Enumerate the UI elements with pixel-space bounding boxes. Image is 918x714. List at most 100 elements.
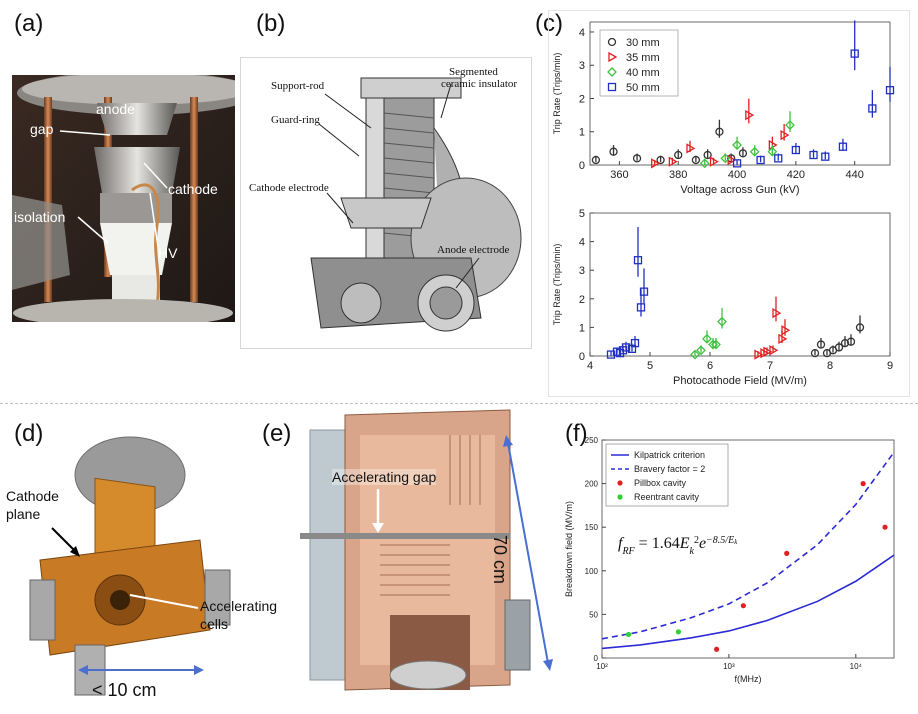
chart-c2-point	[639, 287, 649, 296]
chart-c2-point	[810, 348, 820, 358]
chart-c2-ylabel: Trip Rate (Trips/min)	[552, 244, 562, 326]
chart-c2-xtick-label: 7	[767, 360, 773, 372]
panel-b-drawing: Support-rod Segmented ceramic insulator …	[240, 57, 532, 349]
chart-c1-point	[699, 158, 710, 169]
chart-f-xlabel: f(MHz)	[735, 674, 762, 684]
chart-c2-ytick-label: 4	[579, 237, 585, 249]
panel-a-photo: anode gap cathode isolation HV	[12, 71, 257, 327]
chart-c1-ylabel: Trip Rate (Trips/min)	[552, 53, 562, 135]
label-scale-10cm: < 10 cm	[92, 680, 157, 700]
label-accelerating-gap: Accelerating gap	[332, 469, 437, 485]
chart-f-xtick-label: 10⁴	[850, 662, 863, 671]
chart-c2-point	[772, 307, 782, 319]
chart-c1-ytick-label: 0	[579, 160, 585, 172]
pillbox-point	[714, 646, 720, 652]
reentrant-point	[625, 631, 632, 638]
chart-c2-point	[636, 303, 646, 312]
chart-trip-vs-voltage: 360 380 400 420 440 0 1 2 3 4 Voltage across Gun (…	[552, 20, 895, 196]
chart-c2-point	[754, 349, 764, 360]
label-accelerating-cells-2: cells	[200, 616, 229, 632]
chart-c1-point	[732, 159, 742, 168]
chart-c1-point	[732, 140, 742, 150]
chart-c2-point	[690, 349, 700, 360]
chart-c2-point	[630, 338, 640, 348]
chart-c1-legend-marker	[607, 67, 617, 77]
chart-f-legend-label: Bravery factor = 2	[634, 464, 705, 474]
chart-c1-xtick-label: 440	[846, 169, 864, 181]
rf-gun-cutaway-illustration	[300, 409, 531, 691]
bravery-line	[601, 451, 895, 640]
chart-c2-point	[702, 333, 712, 344]
label-gap: gap	[30, 121, 54, 137]
chart-c2-point	[816, 340, 826, 349]
label-anode-electrode: Anode electrode	[437, 244, 510, 256]
chart-c2-point	[846, 337, 856, 346]
panel-d-render: Cathode plane Accelerating cells < 10 cm	[0, 430, 277, 709]
chart-c1-point	[715, 127, 724, 136]
panel-letter-d: (d)	[14, 420, 44, 447]
label-cathode-electrode: Cathode electrode	[249, 182, 329, 194]
chart-f-xtick-label: 10²	[596, 662, 608, 671]
chart-c2-ytick-label: 5	[579, 208, 585, 220]
chart-f-ytick-label: 50	[589, 610, 598, 619]
chart-f-equation: fRF = 1.64Ek2e−8.5/Ek	[618, 535, 738, 557]
chart-c1-ytick-label: 2	[579, 93, 585, 105]
panel-letter-f: (f)	[565, 420, 588, 447]
section-divider	[0, 403, 918, 404]
chart-c2-point	[763, 346, 773, 357]
chart-c2-ytick-label: 0	[579, 351, 585, 363]
chart-c1-point	[785, 120, 795, 131]
label-hv: HV	[158, 245, 178, 261]
chart-c1-point	[850, 49, 859, 58]
chart-c1-legend	[599, 29, 679, 97]
chart-c1-point	[591, 155, 601, 165]
panel-d-arrows	[51, 527, 204, 675]
label-isolation: isolation	[14, 209, 66, 225]
chart-c2-point	[778, 333, 788, 344]
panel-e-render: Accelerating gap 70 cm	[300, 405, 560, 705]
chart-c1-point	[651, 158, 661, 169]
chart-c1-xtick-label: 400	[728, 169, 746, 181]
chart-c1-xlabel: Voltage across Gun (kV)	[680, 184, 799, 196]
chart-c1-point	[756, 155, 765, 165]
chart-f-legend-label: Pillbox cavity	[634, 478, 687, 488]
chart-c1-legend-label: 50 mm	[626, 82, 660, 94]
chart-f-ylabel: Breakdown field (MV/m)	[564, 501, 574, 597]
chart-c2-point	[696, 345, 706, 356]
pillbox-point	[784, 550, 790, 556]
chart-c2-axes	[589, 212, 891, 357]
label-segmented-2: ceramic insulator	[441, 78, 518, 90]
chart-c1-point	[674, 150, 683, 160]
chart-c2-xtick-label: 5	[647, 360, 653, 372]
chart-c2-point	[633, 256, 643, 265]
chart-c1-point	[686, 143, 696, 154]
kilpatrick-line	[601, 554, 895, 650]
chart-c1-point	[809, 150, 818, 160]
chart-c2-ytick-label: 1	[579, 322, 585, 334]
label-support-rod: Support-rod	[271, 80, 325, 92]
chart-c2-xtick-label: 9	[887, 360, 893, 372]
chart-f-xtick-label: 10³	[723, 662, 735, 671]
label-segmented-1: Segmented	[449, 66, 498, 78]
chart-c1-legend-label: 40 mm	[626, 67, 660, 79]
label-anode: anode	[96, 101, 135, 117]
chart-c1-point	[838, 142, 848, 151]
panel-letter-b: (b)	[256, 10, 286, 37]
pillbox-point	[740, 603, 746, 609]
chart-c2-ytick-label: 2	[579, 294, 585, 306]
pillbox-point	[882, 524, 888, 530]
rf-cavity-illustration	[29, 436, 231, 696]
chart-c1-xtick-label: 420	[787, 169, 805, 181]
panel-e-arrows	[372, 435, 553, 671]
chart-c1-point	[632, 154, 642, 163]
chart-c1-point	[709, 156, 719, 167]
chart-trip-vs-field: 4 5 6 7 8 9 0 1 2 3 4 5 Photocathode Field (MV/m) Tri…	[552, 208, 893, 387]
chart-f-legend-marker	[617, 494, 623, 500]
chart-f-ytick-label: 200	[585, 480, 599, 489]
chart-c1-point	[668, 156, 678, 167]
panel-letter-e: (e)	[262, 420, 292, 447]
gun-photo-illustration	[12, 71, 257, 327]
label-guard-ring: Guard-ring	[271, 114, 320, 126]
pillbox-point	[860, 481, 866, 487]
chart-c1-point	[749, 146, 760, 157]
